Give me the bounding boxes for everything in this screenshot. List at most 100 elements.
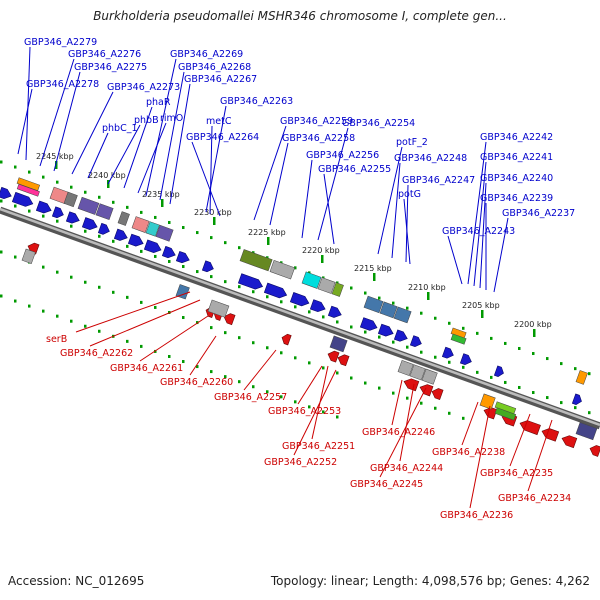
forward-gene-label[interactable]: GBP346_A2237 <box>502 208 575 219</box>
scale-tick <box>112 239 115 243</box>
reverse-feature-box <box>421 368 438 385</box>
forward-gene[interactable] <box>35 200 53 215</box>
forward-gene-label[interactable]: GBP346_A2258 <box>282 133 355 144</box>
forward-gene[interactable] <box>359 317 378 333</box>
reverse-gene[interactable] <box>588 444 600 457</box>
reverse-gene-label[interactable]: GBP346_A2234 <box>498 493 571 504</box>
reverse-gene[interactable] <box>326 349 340 363</box>
reverse-gene-label[interactable]: GBP346_A2245 <box>350 479 423 490</box>
forward-gene[interactable] <box>459 353 473 367</box>
forward-gene-label[interactable]: GBP346_A2279 <box>24 37 97 48</box>
forward-gene[interactable] <box>309 299 327 314</box>
reverse-gene-label[interactable]: GBP346_A2257 <box>214 392 287 403</box>
reverse-gene[interactable] <box>482 406 498 420</box>
reverse-gene-label[interactable]: GBP346_A2252 <box>264 457 337 468</box>
reverse-gene-label[interactable]: GBP346_A2253 <box>268 406 341 417</box>
forward-gene[interactable] <box>127 233 145 248</box>
reverse-gene[interactable] <box>518 418 541 436</box>
forward-gene-label[interactable]: GBP346_A2276 <box>68 49 141 60</box>
feature-box-shape <box>155 224 174 242</box>
forward-gene[interactable] <box>97 222 111 236</box>
forward-gene-label[interactable]: GBP346_A2254 <box>342 118 415 129</box>
forward-gene-label[interactable]: rimO <box>160 113 183 124</box>
reverse-gene-label[interactable]: GBP346_A2251 <box>282 441 355 452</box>
forward-gene[interactable] <box>571 393 583 406</box>
reverse-gene-label[interactable]: GBP346_A2246 <box>362 427 435 438</box>
forward-gene-label[interactable]: phaR <box>146 97 171 108</box>
forward-gene-label[interactable]: phbC_1 <box>102 123 138 134</box>
reverse-gene[interactable] <box>336 353 350 367</box>
forward-gene-label[interactable]: GBP346_A2243 <box>442 226 515 237</box>
reverse-gene-label[interactable]: GBP346_A2261 <box>110 363 183 374</box>
forward-gene[interactable] <box>441 346 455 360</box>
forward-gene-label[interactable]: GBP346_A2269 <box>170 49 243 60</box>
forward-gene-label[interactable]: GBP346_A2259 <box>280 116 353 127</box>
reverse-label-leader <box>391 379 403 426</box>
scale-tick <box>42 175 45 179</box>
forward-gene-label[interactable]: GBP346_A2247 <box>402 175 475 186</box>
forward-gene-label[interactable]: potF_2 <box>396 137 428 148</box>
forward-gene-label[interactable]: GBP346_A2240 <box>480 173 553 184</box>
forward-gene[interactable] <box>263 282 288 300</box>
reverse-gene-label[interactable]: GBP346_A2260 <box>160 377 233 388</box>
forward-gene[interactable] <box>0 186 13 200</box>
forward-gene-label[interactable]: GBP346_A2268 <box>178 62 251 73</box>
feature-box-shape <box>479 393 496 410</box>
forward-gene-label[interactable]: GBP346_A2242 <box>480 132 553 143</box>
forward-gene[interactable] <box>289 292 310 308</box>
forward-gene[interactable] <box>81 217 99 232</box>
reverse-gene-label[interactable]: GBP346_A2235 <box>480 468 553 479</box>
reverse-gene[interactable] <box>418 382 434 397</box>
forward-gene[interactable] <box>237 273 264 292</box>
reverse-gene[interactable] <box>560 434 578 449</box>
forward-gene-label[interactable]: GBP346_A2275 <box>74 62 147 73</box>
forward-gene-label[interactable]: metC <box>206 116 232 127</box>
forward-gene[interactable] <box>175 250 191 264</box>
scale-tick <box>448 321 451 325</box>
reverse-gene-label[interactable]: GBP346_A2236 <box>440 510 513 521</box>
forward-gene[interactable] <box>51 206 65 220</box>
forward-gene[interactable] <box>493 365 505 378</box>
forward-gene[interactable] <box>113 228 129 242</box>
forward-gene[interactable] <box>201 260 215 274</box>
gene-arrow-shape <box>81 217 98 230</box>
forward-gene-label[interactable]: GBP346_A2256 <box>306 150 379 161</box>
forward-gene[interactable] <box>11 191 34 208</box>
forward-gene-label[interactable]: GBP346_A2264 <box>186 132 259 143</box>
reverse-gene-label[interactable]: GBP346_A2238 <box>432 447 505 458</box>
reverse-gene-label[interactable]: GBP346_A2262 <box>60 348 133 359</box>
forward-gene[interactable] <box>377 323 395 338</box>
reverse-gene[interactable] <box>222 312 236 326</box>
reverse-gene[interactable] <box>430 387 444 400</box>
forward-gene[interactable] <box>409 335 423 349</box>
forward-gene[interactable] <box>143 239 162 255</box>
forward-gene-label[interactable]: GBP346_A2241 <box>480 152 553 163</box>
forward-gene-label[interactable]: GBP346_A2278 <box>26 79 99 90</box>
forward-label-leader <box>269 142 289 226</box>
scale-tick <box>0 294 3 298</box>
scale-tick <box>518 346 521 350</box>
forward-gene-label[interactable]: GBP346_A2239 <box>480 193 553 204</box>
forward-gene-label[interactable]: GBP346_A2255 <box>318 164 391 175</box>
forward-gene-label[interactable]: phbB <box>134 115 159 126</box>
forward-gene-label[interactable]: GBP346_A2267 <box>184 74 257 85</box>
reverse-gene[interactable] <box>540 426 560 442</box>
reverse-gene[interactable] <box>280 333 292 346</box>
reverse-gene[interactable] <box>402 377 420 392</box>
forward-gene[interactable] <box>327 305 343 319</box>
forward-label-leader <box>301 159 313 239</box>
forward-gene-label[interactable]: GBP346_A2263 <box>220 96 293 107</box>
reverse-gene-label[interactable]: GBP346_A2244 <box>370 463 443 474</box>
forward-gene-label[interactable]: GBP346_A2248 <box>394 153 467 164</box>
feature-box-shape <box>16 183 40 197</box>
scale-tick <box>112 290 115 294</box>
forward-gene[interactable] <box>65 211 81 225</box>
forward-gene[interactable] <box>161 245 177 259</box>
forward-gene-label[interactable]: potG <box>398 189 421 200</box>
reverse-gene-label[interactable]: serB <box>46 334 67 345</box>
forward-gene[interactable] <box>393 329 409 343</box>
scale-tick <box>84 324 87 328</box>
forward-feature-box <box>239 249 273 272</box>
scale-tick <box>210 370 213 374</box>
forward-gene-label[interactable]: GBP346_A2273 <box>107 82 180 93</box>
